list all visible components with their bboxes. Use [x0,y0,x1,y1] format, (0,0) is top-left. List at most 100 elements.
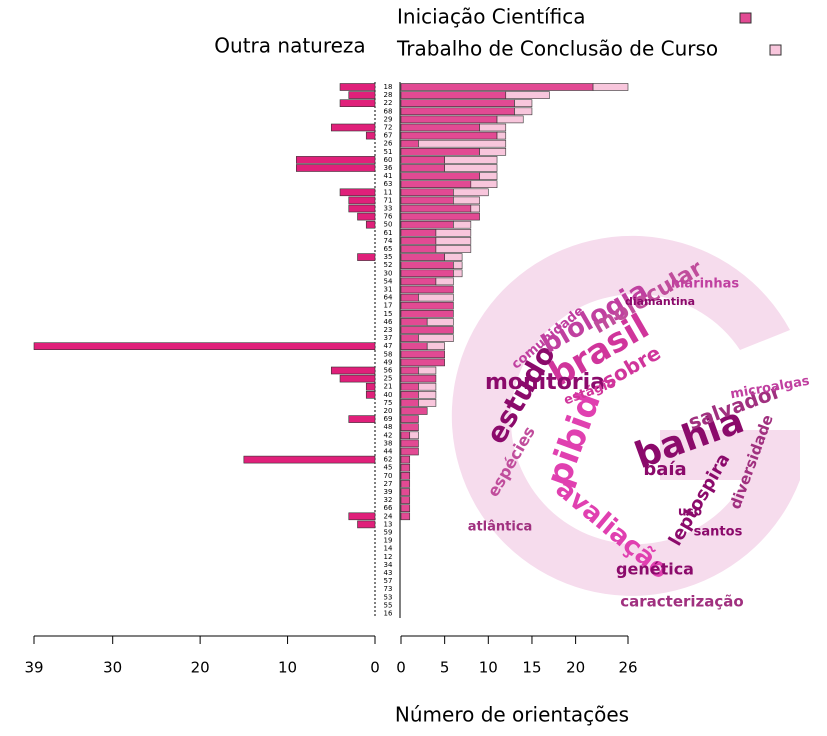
category-label: 55 [384,601,393,609]
category-label: 75 [384,399,393,407]
category-label: 36 [384,164,393,172]
bar-segment [479,123,507,132]
category-label: 24 [384,512,393,520]
bar [365,220,376,229]
word: marinhas [671,277,739,292]
bar-segment [400,358,445,367]
bar [365,390,376,399]
bar-segment [400,309,454,318]
bar [339,83,376,91]
bar-segment [418,399,437,407]
bar-segment [400,293,419,302]
category-label: 29 [384,115,393,123]
category-label: 22 [384,99,393,107]
category-label: 32 [384,496,393,504]
bar-segment [496,131,507,140]
category-label: 44 [384,448,393,456]
bar [339,188,376,197]
bar [330,123,376,132]
x-tick-label: 20 [566,659,585,677]
bar-segment [514,99,533,107]
x-tick-label: 5 [440,659,450,677]
category-label: 27 [384,480,393,488]
bar-segment [479,172,498,180]
category-label: 38 [384,439,393,447]
x-tick-label: 39 [24,659,43,677]
category-label: 72 [384,124,393,132]
category-label: 34 [384,561,393,569]
category-label: 51 [384,148,393,156]
bar-segment [400,156,445,164]
bar-segment [444,156,498,164]
category-label: 54 [384,277,393,285]
category-label: 61 [384,229,393,237]
category-label: 37 [384,334,393,342]
category-label: 56 [384,367,393,375]
bar [33,342,376,351]
bar-segment [444,164,498,172]
category-label: 50 [384,221,393,229]
bar [348,196,376,205]
category-label: 52 [384,261,393,269]
bar-segment [400,301,454,310]
category-label: 70 [384,472,393,480]
bar-segment [418,334,454,342]
bar-segment [400,334,419,342]
bar-segment [400,261,454,270]
x-tick-label: 0 [370,659,380,677]
legend-swatch [769,44,782,56]
bar-segment [435,229,472,237]
category-label: 48 [384,423,393,431]
category-label: 21 [384,383,393,391]
category-label: 15 [384,310,393,318]
bar-segment [400,245,437,253]
bar-segment [479,148,507,156]
x-tick-label: 30 [103,659,122,677]
bar-segment [400,204,472,213]
bar-segment [400,212,480,221]
bar-segment [444,253,463,261]
word: baía [643,459,686,480]
bar [330,366,376,375]
x-tick-label: 20 [191,659,210,677]
bar-segment [400,390,419,399]
bar-segment [400,350,445,359]
bar-segment [400,374,437,383]
bar-segment [470,180,498,188]
word: caracterização [620,593,743,611]
bar-segment [505,91,550,99]
bar-segment [400,504,411,513]
bar-segment [453,269,463,278]
bar-segment [400,123,480,132]
bar-segment [400,277,437,286]
bar-segment [400,220,454,229]
bar-segment [400,407,428,415]
category-label: 28 [384,91,393,99]
bar [357,212,376,221]
bar-segment [400,139,419,148]
bar [296,164,376,172]
bar-segment [418,293,454,302]
bar [348,512,376,521]
bar-segment [400,496,411,504]
bar-segment [400,423,419,432]
category-label: 59 [384,529,393,537]
category-label: 11 [384,188,393,196]
category-label: 30 [384,269,393,277]
bar-segment [418,390,437,399]
bar-segment [453,196,480,205]
bar-segment [409,431,419,440]
category-label: 43 [384,569,393,577]
category-label: 69 [384,415,393,423]
category-label: 46 [384,318,393,326]
category-label: 65 [384,245,393,253]
bar-segment [400,399,419,407]
x-tick-label: 10 [278,659,297,677]
bar-segment [400,488,411,496]
bar-segment [400,115,498,124]
category-label: 49 [384,358,393,366]
bar-segment [400,164,445,172]
category-label: 57 [384,577,393,585]
